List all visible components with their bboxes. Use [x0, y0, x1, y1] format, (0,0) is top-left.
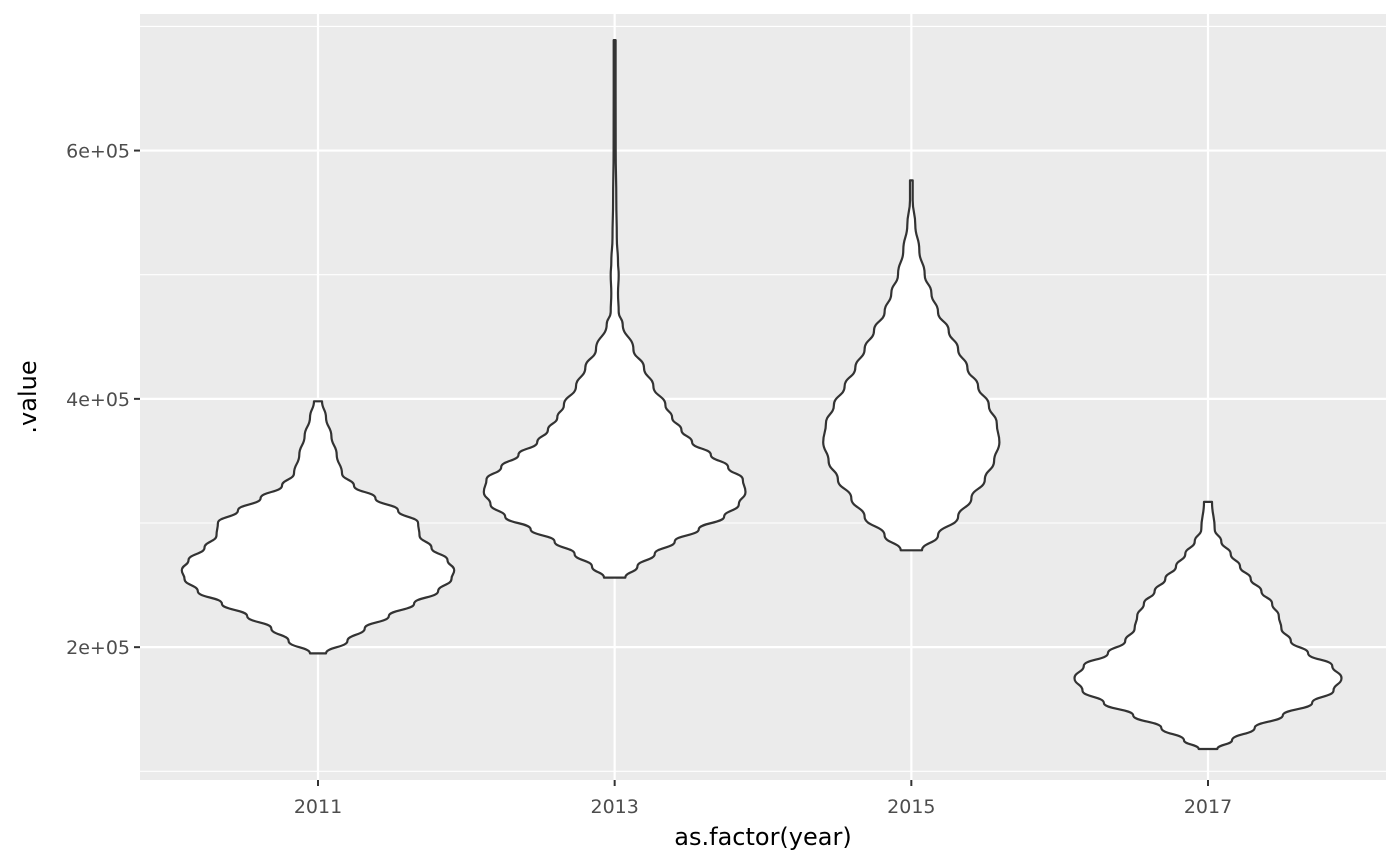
x-tick-label: 2011 [294, 796, 342, 818]
violins [180, 38, 1343, 751]
violin-2013 [482, 38, 747, 579]
y-tick-label: 4e+05 [66, 389, 130, 411]
violin-2015 [822, 179, 1001, 552]
y-tick-label: 2e+05 [66, 637, 130, 659]
x-tick-label: 2015 [887, 796, 935, 818]
violin-2017 [1073, 500, 1343, 751]
y-tick-label: 6e+05 [66, 141, 130, 163]
y-axis-title: .value [14, 360, 42, 433]
x-tick-label: 2017 [1184, 796, 1232, 818]
x-axis-title: as.factor(year) [674, 823, 851, 851]
axes: 2e+05 4e+05 6e+05 2011 2013 2015 2017 [66, 141, 1232, 818]
violin-2011 [180, 400, 456, 655]
x-tick-label: 2013 [590, 796, 638, 818]
